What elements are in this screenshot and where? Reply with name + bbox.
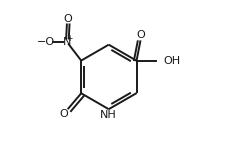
Text: N: N	[63, 37, 71, 47]
Text: NH: NH	[100, 110, 117, 120]
Text: O: O	[63, 14, 72, 24]
Text: O: O	[59, 109, 68, 119]
Text: OH: OH	[163, 56, 180, 66]
Text: O: O	[137, 30, 145, 40]
Text: +: +	[67, 34, 73, 43]
Text: −O: −O	[37, 37, 55, 47]
